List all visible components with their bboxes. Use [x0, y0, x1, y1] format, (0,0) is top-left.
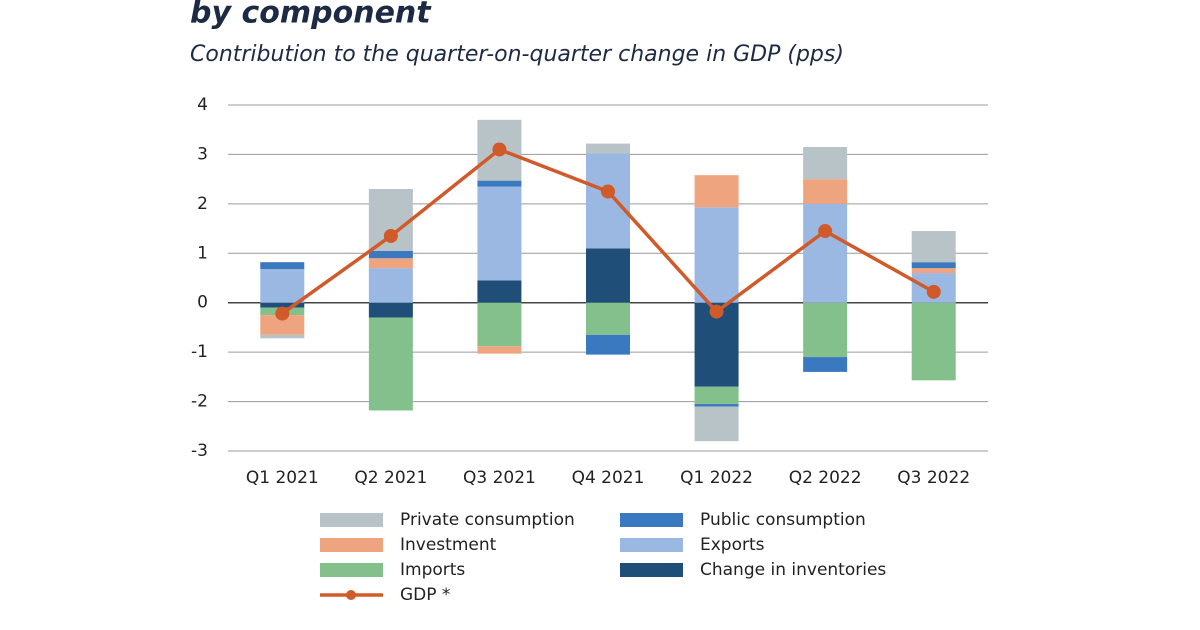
y-tick-label: -1 — [191, 342, 208, 362]
bar-segment — [586, 248, 630, 303]
bar-segment — [911, 262, 956, 269]
legend-label: Public consumption — [700, 510, 866, 530]
legend-swatch — [320, 563, 383, 577]
bar-segment — [911, 302, 956, 381]
x-tick-label: Q1 2021 — [246, 468, 319, 488]
gdp-point — [926, 284, 941, 299]
y-tick-label: -3 — [191, 441, 208, 461]
legend-swatch — [346, 590, 356, 600]
bar-segment — [586, 302, 630, 335]
bar-segment — [260, 315, 305, 335]
gdp-point — [275, 306, 290, 321]
y-tick-label: -2 — [191, 392, 208, 412]
y-tick-label: 3 — [197, 144, 208, 164]
bar-segment — [803, 179, 848, 204]
chart-title: by component — [190, 0, 432, 31]
legend-label: Change in inventories — [700, 560, 886, 580]
legend-label: Private consumption — [400, 510, 575, 530]
legend: Private consumption Public consumption Inv… — [320, 510, 886, 605]
y-tick-label: 1 — [197, 243, 208, 263]
bar-segment — [477, 302, 522, 347]
bar-segment — [260, 334, 305, 339]
x-tick-label: Q1 2022 — [680, 468, 753, 488]
gdp-point — [601, 184, 615, 199]
grid: -3 -2 -1 0 1 2 3 4 Q1 2021 Q2 2021 Q3 2021 Q4 2021 Q… — [191, 95, 988, 488]
bar-segment — [694, 175, 739, 208]
bar-segment — [368, 250, 413, 259]
legend-label: Investment — [400, 535, 497, 555]
x-tick-label: Q3 2021 — [463, 468, 536, 488]
bar-segment — [586, 153, 630, 249]
legend-label: Exports — [700, 535, 765, 555]
bar-segment — [694, 386, 739, 405]
bar-segment — [586, 334, 630, 355]
bar-segment — [477, 346, 522, 354]
bar-segment — [586, 143, 630, 154]
gdp-point — [492, 142, 507, 157]
legend-swatch — [620, 538, 683, 552]
gdp-point — [383, 228, 398, 243]
legend-label: GDP * — [400, 585, 450, 605]
bars — [260, 119, 956, 442]
bar-segment — [803, 147, 848, 180]
x-tick-label: Q2 2021 — [354, 468, 427, 488]
chart-subtitle: Contribution to the quarter-on-quarter c… — [190, 42, 844, 67]
gdp-point — [818, 224, 833, 239]
legend-swatch — [620, 513, 683, 527]
bar-segment — [911, 268, 956, 274]
bar-segment — [368, 317, 413, 411]
bar-segment — [368, 302, 413, 318]
bar-segment — [477, 180, 522, 187]
x-tick-label: Q3 2022 — [897, 468, 970, 488]
line-layer — [275, 142, 941, 321]
bar-segment — [694, 207, 739, 303]
bar-segment — [368, 268, 413, 303]
bar-segment — [803, 357, 848, 372]
legend-swatch — [320, 538, 383, 552]
bar-segment — [911, 231, 956, 263]
bar-segment — [694, 404, 739, 407]
y-tick-label: 4 — [197, 95, 208, 115]
x-tick-label: Q2 2022 — [789, 468, 862, 488]
bar-segment — [368, 258, 413, 269]
bar-segment — [803, 203, 848, 303]
bar-segment — [260, 269, 305, 303]
legend-swatch — [320, 513, 383, 527]
bar-segment — [477, 280, 522, 303]
bar-segment — [260, 262, 305, 270]
legend-label: Imports — [400, 560, 465, 580]
bar-segment — [803, 302, 848, 358]
y-tick-label: 2 — [197, 194, 208, 214]
y-tick-label: 0 — [197, 293, 208, 313]
bar-segment — [477, 186, 522, 281]
gdp-point — [709, 304, 724, 319]
legend-swatch — [620, 563, 683, 577]
x-tick-label: Q4 2021 — [572, 468, 645, 488]
bar-segment — [694, 406, 739, 442]
bar-segment — [260, 302, 305, 308]
